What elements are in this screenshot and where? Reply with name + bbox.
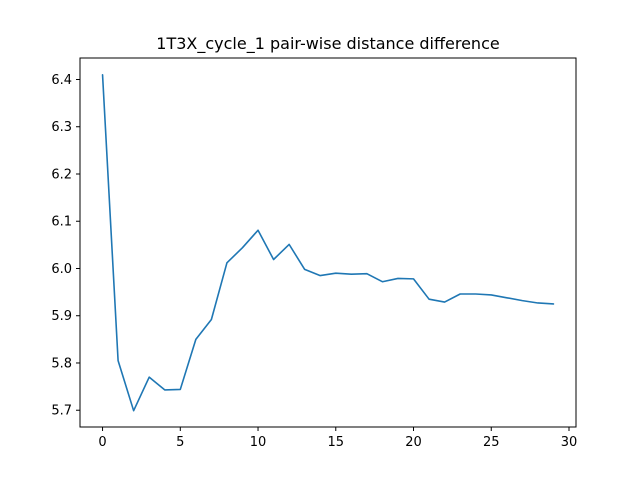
- y-tick-label: 6.2: [51, 167, 72, 182]
- y-tick-label: 5.8: [51, 356, 72, 371]
- x-tick-label: 0: [98, 435, 106, 450]
- y-tick-label: 6.1: [51, 215, 72, 230]
- y-tick-label: 6.3: [51, 120, 72, 135]
- y-tick-label: 5.7: [51, 404, 72, 419]
- x-tick-label: 10: [250, 435, 267, 450]
- x-axis: 0 5 10 15 20 25 30: [98, 427, 577, 450]
- x-tick-label: 20: [405, 435, 422, 450]
- axes-frame: [79, 57, 577, 428]
- y-tick-label: 6.0: [51, 262, 72, 277]
- plot-area: [101, 73, 555, 412]
- y-axis: 5.7 5.8 5.9 6.0 6.1 6.2 6.3 6.4: [51, 73, 80, 419]
- x-tick-label: 30: [561, 435, 578, 450]
- y-tick-label: 6.4: [51, 73, 72, 88]
- y-tick-label: 5.9: [51, 309, 72, 324]
- x-tick-label: 25: [483, 435, 500, 450]
- chart-title: 1T3X_cycle_1 pair-wise distance differen…: [156, 34, 499, 54]
- x-tick-label: 5: [176, 435, 184, 450]
- x-tick-label: 15: [328, 435, 345, 450]
- series-line: [101, 73, 555, 412]
